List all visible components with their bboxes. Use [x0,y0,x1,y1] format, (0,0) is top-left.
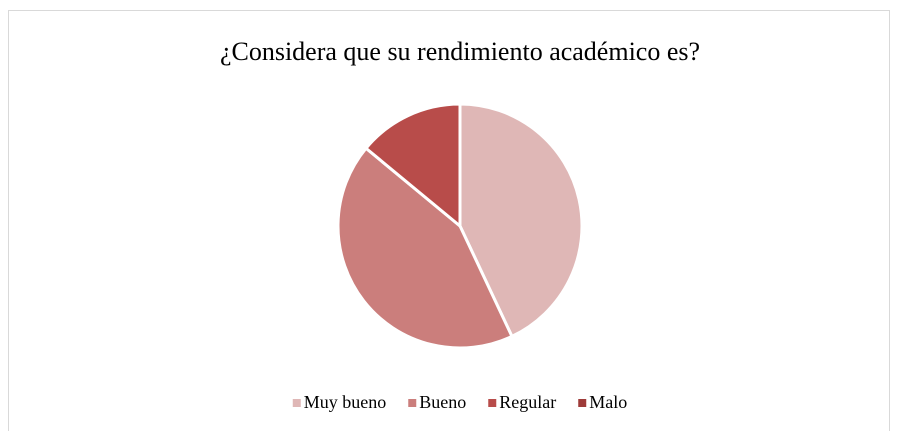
chart-title: ¿Considera que su rendimiento académico … [220,37,700,66]
pie-slice [364,102,462,228]
legend-swatch [578,399,587,407]
legend-swatch [488,399,497,407]
legend-label: Malo [589,392,627,412]
legend-swatch [292,399,301,407]
legend: Muy bueno Bueno Regular Malo [292,392,627,412]
legend-label: Muy bueno [304,392,387,412]
pie-slice [458,102,584,338]
pie [336,102,584,350]
legend-swatch [408,399,417,407]
legend-label: Bueno [419,392,466,412]
pie-slice [336,146,514,350]
legend-label: Regular [499,392,556,412]
